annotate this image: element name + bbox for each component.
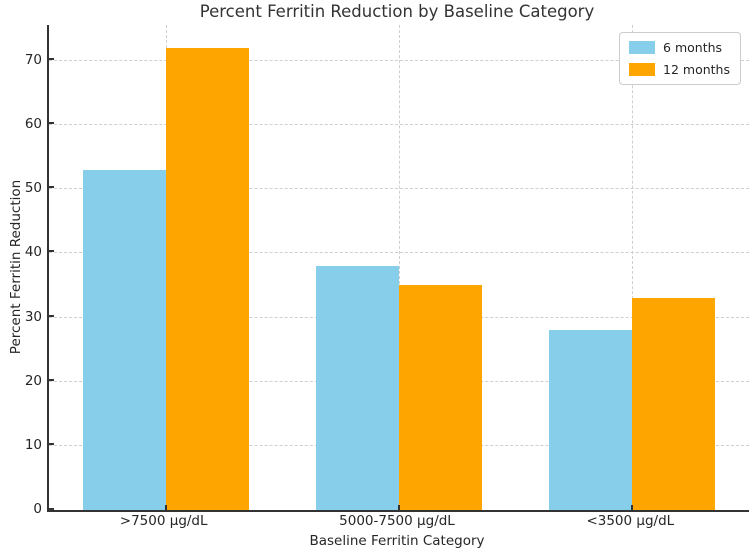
y-tick-label: 20 <box>24 372 42 389</box>
y-tick-mark <box>49 508 54 510</box>
legend-item-12-months: 12 months <box>629 62 730 77</box>
bar-6-months-<3500-μg/dL <box>549 330 633 510</box>
chart-title: Percent Ferritin Reduction by Baseline C… <box>199 2 595 21</box>
y-tick-mark <box>49 314 54 317</box>
plot-area: 6 months 12 months <box>47 25 749 512</box>
x-axis-label: Baseline Ferritin Category <box>309 533 485 549</box>
legend-label: 12 months <box>663 62 730 77</box>
bar-12-months-<3500-μg/dL <box>632 298 716 510</box>
y-tick-mark <box>49 57 54 60</box>
y-tick-label: 60 <box>24 116 42 133</box>
y-tick-label: 40 <box>24 244 42 261</box>
y-tick-mark <box>49 250 54 253</box>
y-tick-label: 30 <box>24 308 42 325</box>
x-tick-label: <3500 μg/dL <box>586 513 675 529</box>
x-tick-label: >7500 μg/dL <box>119 513 208 529</box>
vertical-gridline <box>632 25 634 510</box>
bar-6-months->7500-μg/dL <box>82 170 166 510</box>
x-tick-mark <box>164 505 167 510</box>
bar-12-months->7500-μg/dL <box>165 48 249 510</box>
x-tick-mark <box>631 505 634 510</box>
bar-6-months-5000-7500-μg/dL <box>316 266 399 510</box>
y-tick-label: 0 <box>33 501 42 517</box>
vertical-gridline <box>399 25 400 510</box>
legend: 6 months 12 months <box>619 32 741 85</box>
x-tick-mark <box>398 505 400 510</box>
legend-swatch <box>629 41 656 54</box>
y-axis-label-text: Percent Ferritin Reduction <box>8 179 24 355</box>
y-tick-label: 50 <box>24 180 42 197</box>
y-tick-mark <box>49 442 54 445</box>
y-tick-mark <box>49 186 54 189</box>
legend-swatch <box>629 63 656 76</box>
y-tick-label: 10 <box>24 436 42 453</box>
x-tick-label: 5000-7500 μg/dL <box>339 513 455 529</box>
bar-12-months-5000-7500-μg/dL <box>399 285 482 510</box>
y-tick-label: 70 <box>24 51 42 68</box>
legend-item-6-months: 6 months <box>629 40 730 55</box>
y-tick-mark <box>49 378 54 381</box>
y-tick-mark <box>49 122 54 125</box>
legend-label: 6 months <box>663 40 723 55</box>
